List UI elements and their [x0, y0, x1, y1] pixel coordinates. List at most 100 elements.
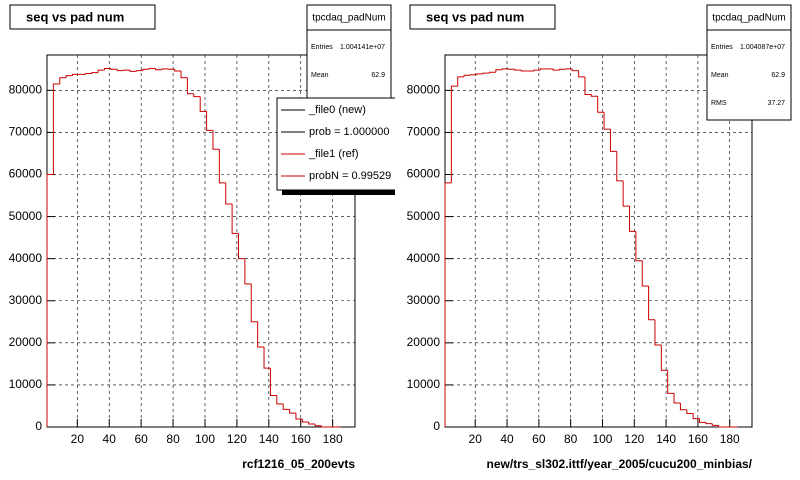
histogram-bin — [225, 182, 233, 205]
stats-value: 37.27 — [767, 100, 785, 107]
legend-label: _file1 (ref) — [308, 148, 359, 160]
histogram-bin — [308, 421, 316, 425]
histogram-bin — [699, 418, 706, 423]
histogram-bin — [199, 96, 207, 112]
x-tick-label: 40 — [103, 432, 117, 446]
histogram-bin — [218, 149, 226, 184]
legend-label: _file0 (new) — [308, 104, 366, 116]
histogram-bin — [609, 129, 617, 152]
histogram-bin — [250, 283, 258, 323]
histogram-bin — [52, 83, 60, 175]
histogram-bin — [616, 151, 624, 182]
histogram-bin — [142, 68, 150, 71]
histogram-bin — [648, 286, 655, 321]
y-tick-label: 70000 — [9, 125, 43, 139]
stats-value: 1.004141e+07 — [340, 44, 385, 51]
histogram-bin — [679, 403, 687, 411]
y-tick-label: 10000 — [407, 377, 441, 391]
y-tick-label: 20000 — [407, 335, 441, 349]
x-tick-label: 40 — [500, 432, 514, 446]
histogram-bin — [276, 395, 284, 405]
histogram-bin — [457, 76, 465, 87]
y-tick-label: 70000 — [407, 125, 441, 139]
histogram-bin — [533, 69, 541, 71]
histogram-bin — [129, 70, 137, 72]
histogram-bin — [148, 67, 156, 70]
histogram-bin — [463, 74, 471, 77]
x-tick-label: 120 — [227, 432, 247, 446]
stats-label: Mean — [311, 72, 329, 79]
histogram-bin — [231, 203, 239, 234]
frame — [444, 54, 753, 428]
histogram-bin — [603, 112, 611, 130]
histogram-bin — [320, 425, 328, 428]
histogram-bin — [97, 69, 105, 73]
x-tick-label: 60 — [134, 432, 148, 446]
histogram-bin — [718, 425, 725, 428]
histogram-bin — [590, 94, 598, 97]
histogram-bin — [289, 409, 296, 414]
y-tick-label: 80000 — [407, 83, 441, 97]
stats-name: tpcdaq_padNum — [712, 13, 785, 24]
histogram-bin — [654, 319, 662, 346]
histogram-bin — [269, 368, 277, 396]
x-tick-label: 80 — [564, 432, 578, 446]
stats-value: 1.004087e+07 — [740, 44, 785, 51]
histogram-bin — [206, 111, 213, 131]
legend-label: probN = 0.99529 — [309, 170, 391, 182]
histogram-bin — [301, 419, 309, 423]
histogram-bin — [295, 413, 303, 420]
chart-title: seq vs pad num — [26, 9, 124, 24]
histogram-bin — [103, 67, 111, 71]
stats-name: tpcdaq_padNum — [312, 13, 385, 24]
histogram-bin — [552, 68, 560, 71]
histogram-bin — [46, 174, 54, 427]
histogram-bin — [629, 206, 636, 232]
x-tick-label: 80 — [166, 432, 180, 446]
x-tick-label: 60 — [532, 432, 546, 446]
histogram-bin — [135, 70, 143, 72]
stats-value: 62.9 — [371, 72, 385, 79]
x-axis-label: new/trs_sl302.ittf/year_2005/cucu200_min… — [487, 457, 753, 471]
stats-label: RMS — [711, 100, 727, 107]
chart-title: seq vs pad num — [426, 9, 524, 24]
histogram-bin — [59, 77, 67, 85]
histogram-bin — [539, 68, 547, 71]
x-tick-label: 160 — [688, 432, 708, 446]
stats-box — [706, 4, 792, 121]
pad: 0 10000 20000 30000 40000 50000 60000 70000 8000… — [9, 4, 395, 471]
histogram-bin — [186, 77, 194, 95]
x-tick-label: 160 — [291, 432, 311, 446]
y-tick-label: 0 — [35, 419, 42, 433]
histogram-bin — [482, 72, 490, 74]
histogram-bin — [489, 71, 496, 74]
x-axis-label: rcf1216_05_200evts — [242, 457, 355, 471]
histogram-bin — [622, 180, 630, 207]
histogram-bin — [155, 68, 162, 71]
histogram-bin — [91, 72, 99, 74]
histogram-bin — [212, 130, 220, 150]
legend-label: prob = 1.000000 — [309, 126, 389, 138]
histogram-bin — [180, 70, 188, 79]
histogram-bin — [514, 69, 522, 71]
histogram-bin — [692, 413, 700, 420]
histogram-bin — [571, 68, 579, 72]
histogram-bin — [584, 76, 592, 96]
histogram-bin — [244, 258, 252, 285]
x-tick-label: 140 — [656, 432, 676, 446]
stats-value: 62.9 — [771, 72, 785, 79]
histogram-bin — [282, 403, 290, 410]
title-box — [9, 4, 156, 30]
histogram-bin — [559, 68, 566, 71]
histogram-bin — [110, 68, 118, 70]
y-tick-label: 30000 — [9, 293, 43, 307]
histogram-bin — [495, 69, 503, 73]
x-tick-label: 20 — [469, 432, 483, 446]
histogram-bin — [686, 409, 694, 415]
y-tick-label: 40000 — [407, 251, 441, 265]
x-tick-label: 180 — [323, 432, 343, 446]
histogram-bin — [667, 370, 675, 394]
histogram-bin — [476, 73, 484, 75]
y-tick-label: 50000 — [407, 209, 441, 223]
